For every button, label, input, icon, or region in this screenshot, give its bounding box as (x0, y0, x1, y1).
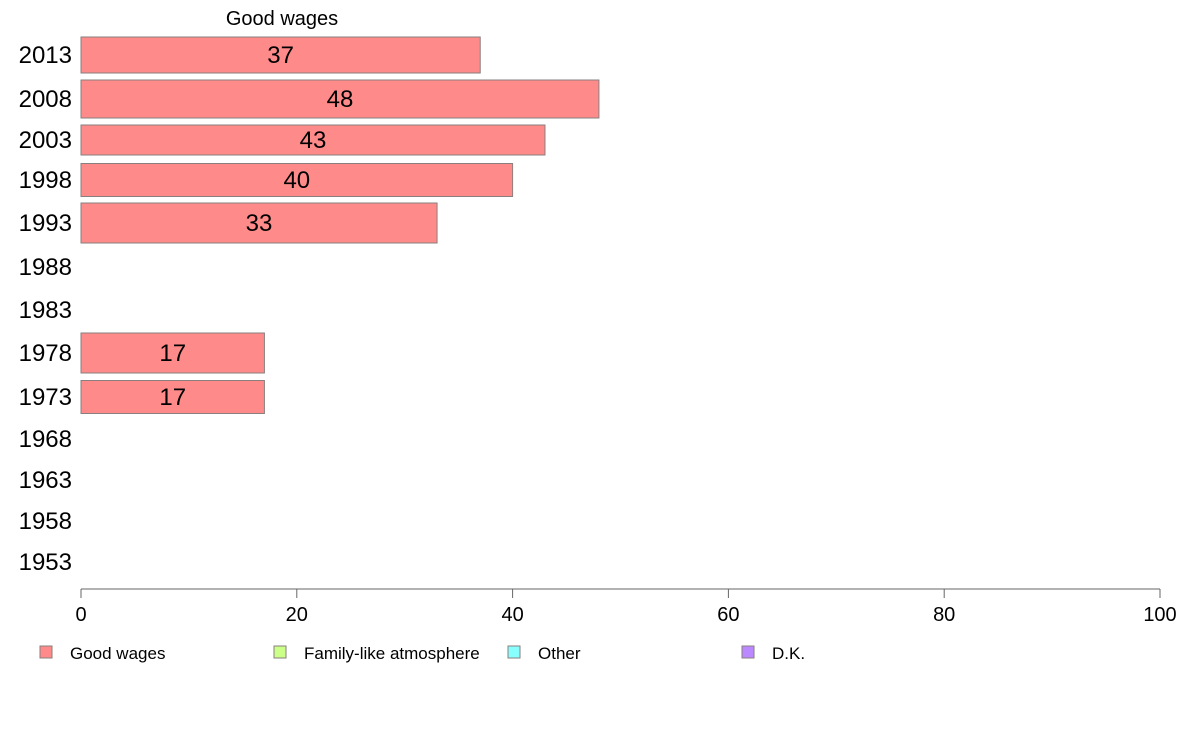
y-tick-label: 1963 (19, 467, 72, 494)
legend-label: Good wages (70, 644, 165, 663)
bar (80, 124, 546, 156)
x-tick-label: 20 (286, 604, 308, 626)
y-tick-label: 1968 (19, 426, 72, 453)
chart-title: Good wages (226, 8, 338, 30)
y-tick-label: 1973 (19, 384, 72, 411)
legend-label: D.K. (772, 644, 805, 663)
y-tick-label: 1958 (19, 508, 72, 535)
bar-value-label: 40 (283, 167, 310, 194)
legend: Good wages Family-like atmosphere Other D.K… (39, 644, 805, 663)
bar-value-label: 17 (159, 340, 186, 367)
bar (80, 163, 514, 197)
y-tick-label: 2008 (19, 86, 72, 113)
bar (80, 202, 438, 244)
y-tick-label: 1993 (19, 210, 72, 237)
x-tick-label: 80 (933, 604, 955, 626)
y-tick-label: 2013 (19, 42, 72, 69)
y-tick-label: 1998 (19, 167, 72, 194)
bar-value-label: 48 (327, 86, 354, 113)
x-axis: 0 20 40 60 80 100 (75, 588, 1177, 626)
bar (80, 380, 265, 414)
y-tick-label: 1953 (19, 549, 72, 576)
x-tick-label: 0 (75, 604, 86, 626)
y-tick-label: 1983 (19, 297, 72, 324)
bar (80, 332, 265, 374)
y-tick-label: 2003 (19, 127, 72, 154)
x-tick-label: 40 (501, 604, 523, 626)
bar (80, 36, 481, 74)
x-tick-label: 100 (1143, 604, 1176, 626)
y-tick-label: 1978 (19, 340, 72, 367)
bar-value-label: 37 (267, 42, 294, 69)
legend-label: Other (538, 644, 581, 663)
legend-swatch (39, 645, 53, 659)
bar-value-label: 43 (300, 127, 327, 154)
legend-swatch (741, 645, 755, 659)
y-tick-label: 1988 (19, 254, 72, 281)
legend-label: Family-like atmosphere (304, 644, 480, 663)
bar-value-label: 17 (159, 384, 186, 411)
bar (80, 79, 600, 119)
legend-swatch (273, 645, 287, 659)
legend-swatch (507, 645, 521, 659)
bar-value-label: 33 (246, 210, 273, 237)
x-tick-label: 60 (717, 604, 739, 626)
y-axis-labels: 2013 2008 2003 1998 1993 1988 1983 1978 1973 1968… (19, 42, 72, 576)
